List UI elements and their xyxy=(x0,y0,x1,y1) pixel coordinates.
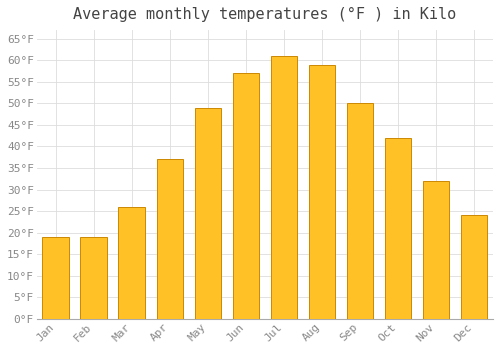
Bar xyxy=(118,207,145,319)
Bar xyxy=(156,159,183,319)
Bar xyxy=(346,103,374,319)
Bar xyxy=(384,138,411,319)
Bar xyxy=(422,181,450,319)
Bar xyxy=(460,216,487,319)
Bar xyxy=(194,108,221,319)
Bar xyxy=(80,237,107,319)
Bar xyxy=(232,73,259,319)
Title: Average monthly temperatures (°F ) in Kilo: Average monthly temperatures (°F ) in Ki… xyxy=(74,7,456,22)
Bar xyxy=(270,56,297,319)
Bar xyxy=(308,64,335,319)
Bar xyxy=(42,237,69,319)
